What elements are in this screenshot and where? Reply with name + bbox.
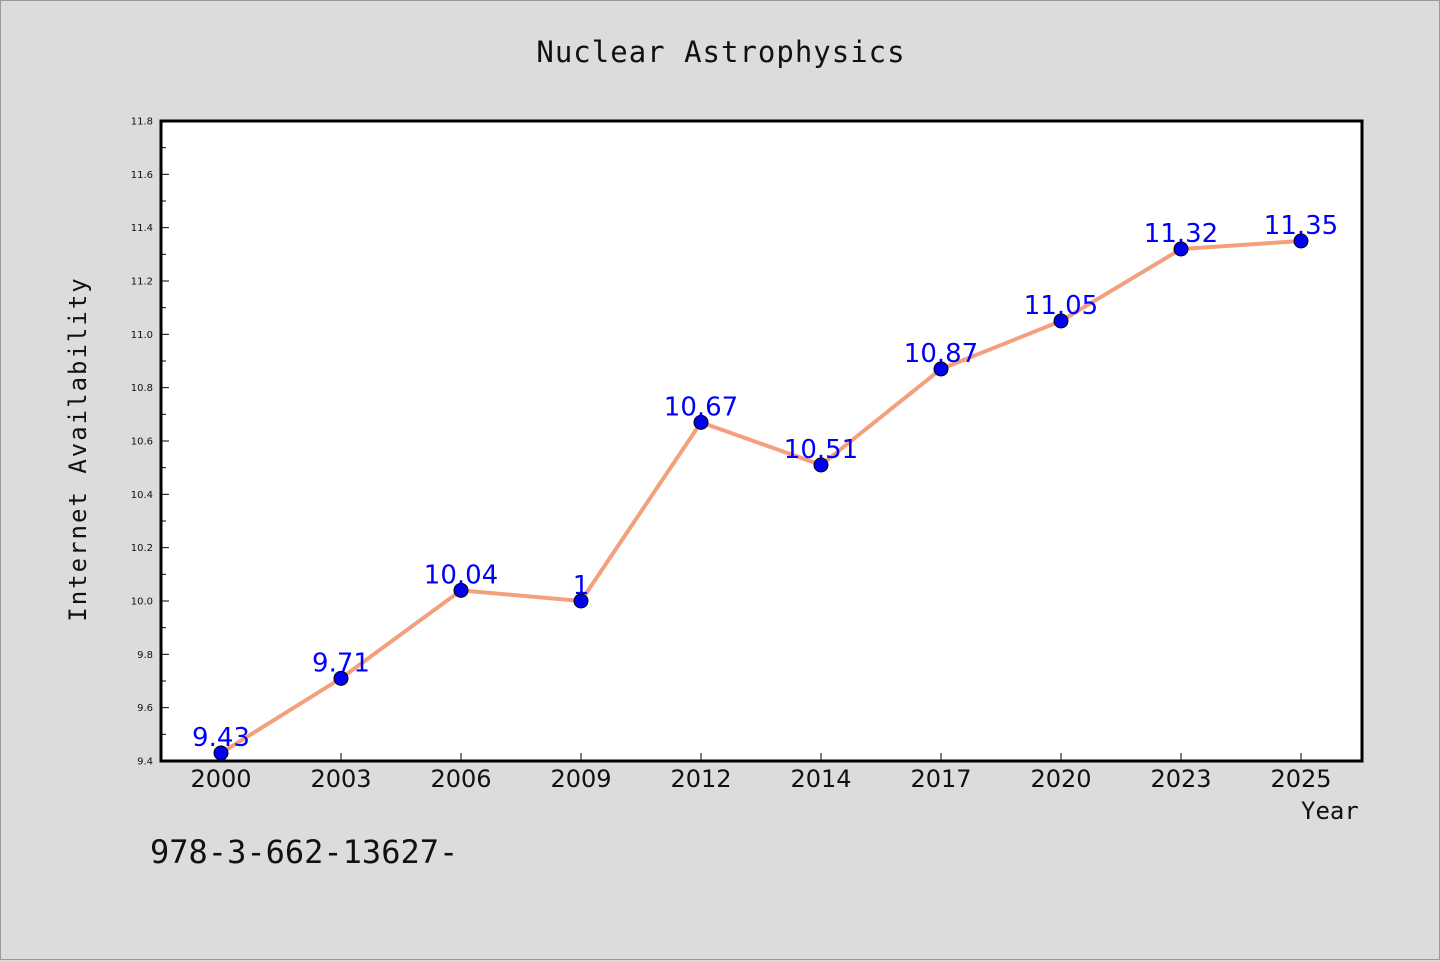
y-tick-label: 9.4: [137, 757, 153, 768]
x-tick-label: 2014: [790, 765, 851, 793]
x-tick-label: 2000: [190, 765, 251, 793]
y-tick-label: 9.6: [137, 703, 153, 714]
x-axis-label: Year: [1301, 797, 1359, 825]
data-point: [453, 582, 469, 598]
data-label: 10.51: [784, 435, 858, 465]
y-tick-label: 10.2: [131, 543, 153, 554]
x-tick-label: 2009: [550, 765, 611, 793]
data-point: [933, 361, 949, 377]
x-tick-label: 2023: [1150, 765, 1211, 793]
data-point: [573, 593, 589, 609]
plot-area: [159, 119, 1364, 763]
x-tick-label: 2012: [670, 765, 731, 793]
y-tick-label: 11.2: [131, 277, 153, 288]
y-tick-label: 11.6: [131, 170, 153, 181]
data-point: [1053, 313, 1069, 329]
data-label: 11.35: [1264, 211, 1338, 241]
footer-code: 978-3-662-13627-: [150, 833, 459, 871]
y-tick-label: 10.4: [131, 490, 153, 501]
y-tick-label: 11.8: [131, 117, 153, 128]
y-tick-label: 10.6: [131, 437, 153, 448]
data-point: [213, 745, 229, 761]
chart-title: Nuclear Astrophysics: [536, 35, 906, 69]
data-label: 10.67: [664, 392, 738, 422]
series-line: [219, 239, 1302, 755]
data-label: 10.87: [904, 339, 978, 369]
x-tick-label: 2025: [1270, 765, 1331, 793]
data-label: 11.32: [1144, 219, 1218, 249]
x-tick-label: 2020: [1030, 765, 1091, 793]
data-label: 1: [573, 571, 590, 601]
y-tick-label: 10.0: [131, 597, 153, 608]
y-tick-label: 10.8: [131, 383, 153, 394]
y-tick-label: 11.0: [131, 330, 153, 341]
data-label: 9.71: [312, 648, 370, 678]
data-point: [1173, 241, 1189, 257]
data-point: [333, 670, 349, 686]
y-tick-label: 9.8: [137, 650, 153, 661]
x-tick-label: 2003: [310, 765, 371, 793]
y-tick-label: 11.4: [131, 223, 153, 234]
x-tick-label: 2006: [430, 765, 491, 793]
data-point: [1293, 233, 1309, 249]
data-point: [813, 457, 829, 473]
x-tick-label: 2017: [910, 765, 971, 793]
data-label: 11.05: [1024, 291, 1098, 321]
data-point: [693, 414, 709, 430]
data-label: 10.04: [424, 560, 498, 590]
data-label: 9.43: [192, 723, 250, 753]
